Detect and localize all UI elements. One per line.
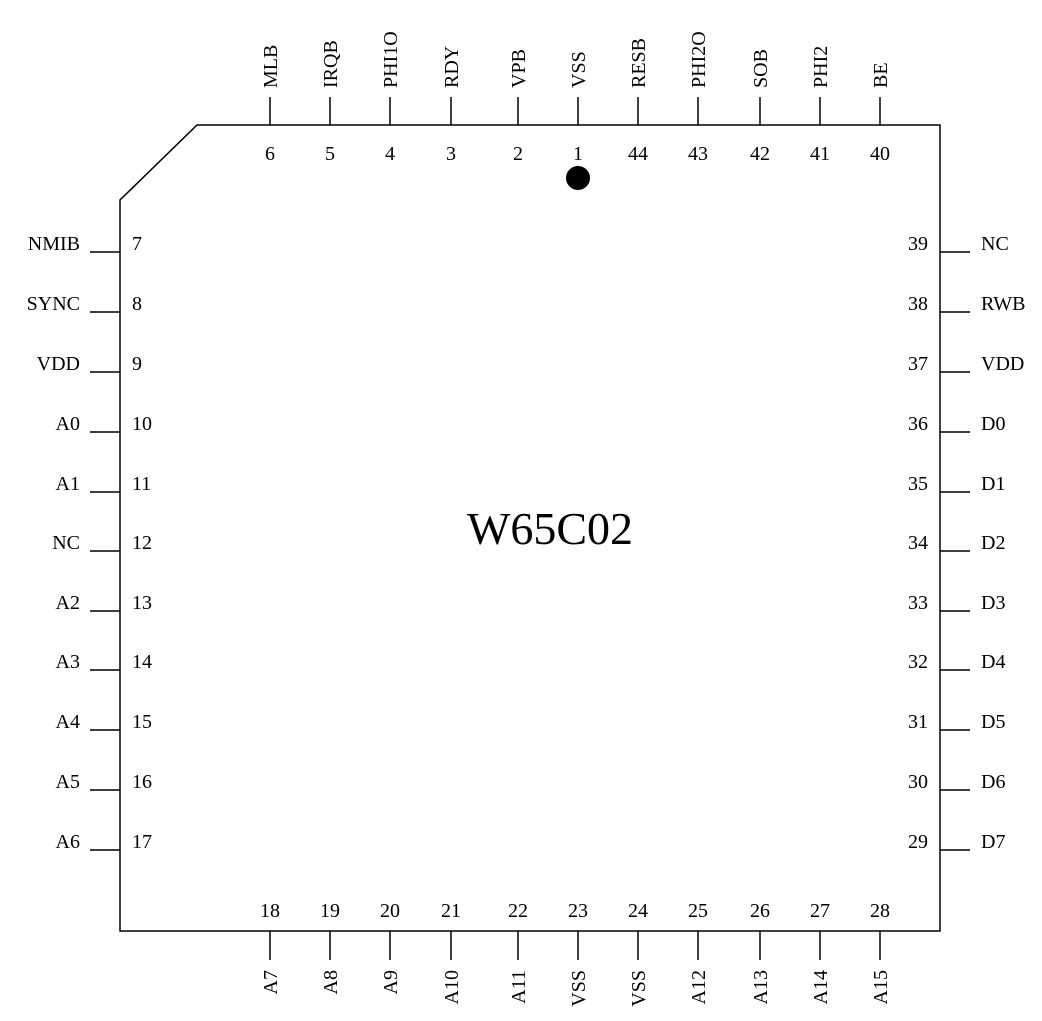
pin-number: 31 xyxy=(908,711,928,733)
pin-number: 35 xyxy=(908,473,928,495)
pin-label: A10 xyxy=(441,970,463,1004)
pin-number: 26 xyxy=(750,900,770,922)
pin-label: D7 xyxy=(981,831,1005,853)
pin-label: VSS xyxy=(568,51,590,88)
pin-label: NC xyxy=(981,233,1009,255)
pin-number: 30 xyxy=(908,771,928,793)
pin-number: 34 xyxy=(908,532,928,554)
pin-label: A2 xyxy=(56,592,80,614)
pin-label: A1 xyxy=(56,473,80,495)
pin-label: A3 xyxy=(56,651,80,673)
pin-label: A4 xyxy=(56,711,80,733)
pin-label: BE xyxy=(870,62,892,88)
pin-label: A7 xyxy=(260,970,282,994)
pin-label: A11 xyxy=(508,970,530,1004)
pin-group: 6 MLB 5 IRQB 4 PHI1O 3 RDY 2 VPB 1 VSS 44 RESB 43 PHI2O… xyxy=(27,31,1026,1006)
pin-label: D1 xyxy=(981,473,1005,495)
pin-label: A13 xyxy=(750,970,772,1004)
pin-number: 24 xyxy=(628,900,648,922)
pin-number: 15 xyxy=(132,711,152,733)
pin-number: 44 xyxy=(628,143,648,165)
pin-label: RDY xyxy=(441,46,463,88)
pin-label: D4 xyxy=(981,651,1005,673)
pin-number: 33 xyxy=(908,592,928,614)
pin-number: 38 xyxy=(908,293,928,315)
pin-label: A9 xyxy=(380,970,402,994)
pin-label: NC xyxy=(52,532,80,554)
pin-number: 5 xyxy=(325,143,335,165)
pin-number: 40 xyxy=(870,143,890,165)
pin-label: RESB xyxy=(628,38,650,88)
pin-label: SOB xyxy=(750,49,772,88)
pin-number: 21 xyxy=(441,900,461,922)
chip-name: W65C02 xyxy=(467,503,633,554)
pin-number: 6 xyxy=(265,143,275,165)
pin-label: A0 xyxy=(56,413,80,435)
pin-label: VSS xyxy=(628,970,650,1007)
pin-label: RWB xyxy=(981,293,1025,315)
pin-label: MLB xyxy=(260,45,282,88)
pin-number: 18 xyxy=(260,900,280,922)
pin-label: D6 xyxy=(981,771,1005,793)
pin-number: 23 xyxy=(568,900,588,922)
pin-number: 43 xyxy=(688,143,708,165)
pin-label: A15 xyxy=(870,970,892,1004)
pin-label: VDD xyxy=(981,353,1024,375)
pin-number: 13 xyxy=(132,592,152,614)
pin-label: PHI2 xyxy=(810,46,832,88)
pin-number: 4 xyxy=(385,143,395,165)
pin-label: A6 xyxy=(56,831,80,853)
pin-label: A8 xyxy=(320,970,342,994)
pin-number: 3 xyxy=(446,143,456,165)
pin-label: NMIB xyxy=(28,233,80,255)
pin-number: 29 xyxy=(908,831,928,853)
pin-number: 37 xyxy=(908,353,928,375)
pin-number: 11 xyxy=(132,473,151,495)
pin-label: D3 xyxy=(981,592,1005,614)
pin-number: 22 xyxy=(508,900,528,922)
pin-one-indicator-dot xyxy=(566,166,590,190)
pin-number: 25 xyxy=(688,900,708,922)
pin-number: 7 xyxy=(132,233,142,255)
pin-number: 9 xyxy=(132,353,142,375)
pin-label: A12 xyxy=(688,970,710,1004)
chip-body-outline xyxy=(119,124,941,932)
pin-number: 1 xyxy=(573,143,583,165)
pin-label: VDD xyxy=(37,353,80,375)
pin-number: 17 xyxy=(132,831,152,853)
pin-number: 32 xyxy=(908,651,928,673)
pin-label: PHI1O xyxy=(380,31,402,88)
pin-label: IRQB xyxy=(320,40,342,88)
pin-number: 14 xyxy=(132,651,152,673)
pin-label: A14 xyxy=(810,970,832,1004)
pin-label: D0 xyxy=(981,413,1005,435)
pin-label: SYNC xyxy=(27,293,80,315)
pin-number: 16 xyxy=(132,771,152,793)
pin-label: A5 xyxy=(56,771,80,793)
pin-number: 2 xyxy=(513,143,523,165)
pin-number: 20 xyxy=(380,900,400,922)
pin-number: 36 xyxy=(908,413,928,435)
pin-label: D5 xyxy=(981,711,1005,733)
pin-number: 42 xyxy=(750,143,770,165)
pin-label: VPB xyxy=(508,49,530,88)
pin-number: 28 xyxy=(870,900,890,922)
pin-number: 41 xyxy=(810,143,830,165)
pin-number: 27 xyxy=(810,900,830,922)
pin-number: 8 xyxy=(132,293,142,315)
pin-number: 19 xyxy=(320,900,340,922)
pin-number: 10 xyxy=(132,413,152,435)
pin-number: 12 xyxy=(132,532,152,554)
pin-label: VSS xyxy=(568,970,590,1007)
pin-number: 39 xyxy=(908,233,928,255)
pin-label: D2 xyxy=(981,532,1005,554)
pin-label: PHI2O xyxy=(688,31,710,88)
